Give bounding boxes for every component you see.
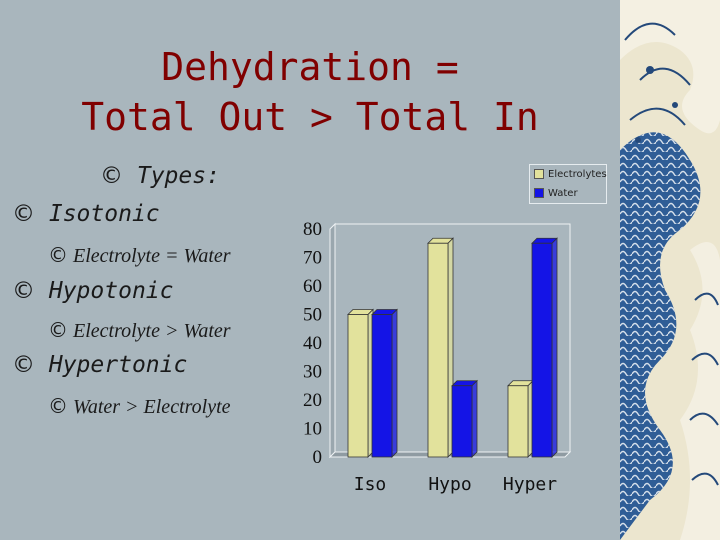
bullet-symbol: © <box>100 163 123 189</box>
bullet-label: Isotonic <box>48 201 160 227</box>
bar-water-iso <box>371 308 398 458</box>
y-tick-label: 10 <box>303 419 322 440</box>
y-tick-label: 30 <box>303 362 322 383</box>
legend-swatch-electrolytes <box>534 169 544 179</box>
y-tick-label: 80 <box>303 219 322 240</box>
bullet-symbol: © <box>48 318 68 342</box>
y-tick-label: 70 <box>303 248 322 269</box>
legend-item-electrolytes: Electrolytes <box>534 169 607 180</box>
y-tick-label: 50 <box>303 305 322 326</box>
chart-legend: Electrolytes Water <box>529 164 607 204</box>
sub-bullet-label: Electrolyte > Water <box>73 320 231 342</box>
bullet-symbol: © <box>12 278 35 304</box>
legend-label-electrolytes: Electrolytes <box>548 169 607 180</box>
y-tick-label: 0 <box>313 447 323 468</box>
bar-electrolytes-hyper <box>507 379 534 458</box>
bullet-hypotonic: © Hypotonic <box>12 278 173 304</box>
bullet-symbol: © <box>12 201 35 227</box>
bullet-symbol: © <box>48 243 68 267</box>
bullet-hypertonic: © Hypertonic <box>12 352 187 378</box>
y-tick-label: 20 <box>303 390 322 411</box>
y-tick-label: 40 <box>303 333 322 354</box>
sub-bullet-isotonic: © Electrolyte = Water <box>48 243 231 268</box>
bar-electrolytes-iso <box>347 308 374 458</box>
bullet-symbol: © <box>12 352 35 378</box>
types-bullet: © Types: <box>100 163 220 189</box>
sub-bullet-label: Water > Electrolyte <box>73 396 231 418</box>
bullet-label: Hypertonic <box>48 352 188 378</box>
bar-chart: 0 10 20 30 40 50 60 70 80 Iso Hypo Hyper <box>303 219 572 495</box>
x-tick-label: Iso <box>354 474 387 495</box>
types-label: Types: <box>136 163 220 189</box>
sub-bullet-hypotonic: © Electrolyte > Water <box>48 318 231 343</box>
bullet-label: Hypotonic <box>48 278 174 304</box>
bullet-isotonic: © Isotonic <box>12 201 160 227</box>
legend-label-water: Water <box>548 188 578 199</box>
bar-water-hypo <box>451 379 478 458</box>
legend-item-water: Water <box>534 188 578 199</box>
y-tick-label: 60 <box>303 276 322 297</box>
slide-title-line-2: Total Out > Total In <box>81 95 539 139</box>
slide-title-line-1: Dehydration = <box>161 45 459 89</box>
x-tick-label: Hyper <box>503 474 557 495</box>
x-tick-label: Hypo <box>428 474 471 495</box>
bar-electrolytes-hypo <box>427 237 454 458</box>
bar-water-hyper <box>531 237 558 458</box>
wave-decoration <box>620 0 720 540</box>
legend-swatch-water <box>534 188 544 198</box>
chart-side-wall <box>329 222 336 459</box>
sub-bullet-hypertonic: © Water > Electrolyte <box>48 394 231 419</box>
sub-bullet-label: Electrolyte = Water <box>73 245 231 267</box>
bullet-symbol: © <box>48 394 68 418</box>
